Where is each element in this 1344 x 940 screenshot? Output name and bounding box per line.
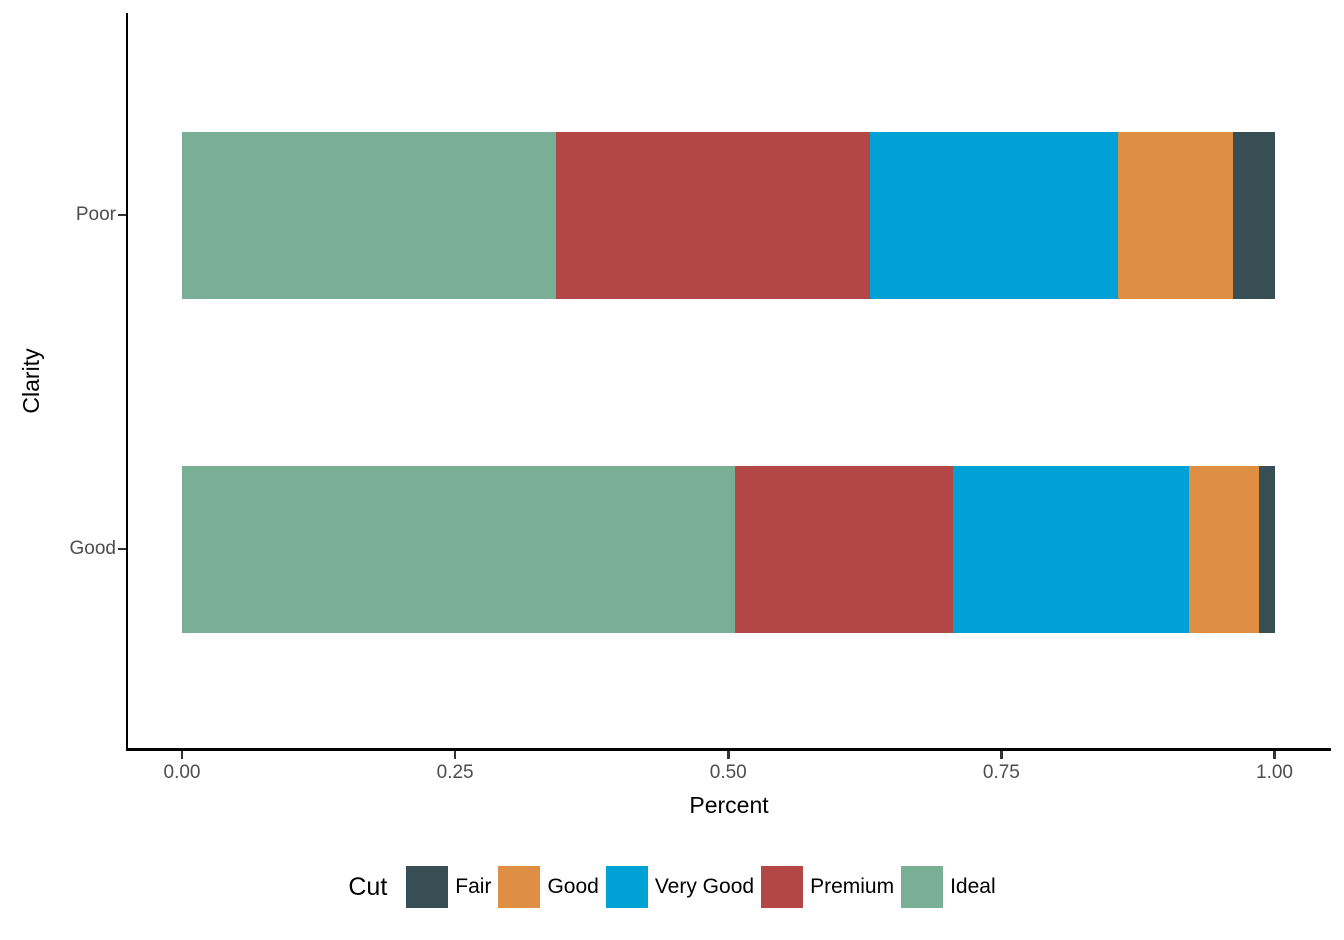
y-tick-label-poor: Poor <box>75 204 116 225</box>
legend-label: Fair <box>455 875 492 898</box>
legend-entry-very-good: Very Good <box>605 866 755 908</box>
bar-segment-poor-good <box>1118 131 1234 299</box>
legend-key-fair <box>406 866 449 908</box>
y-axis-title: Clarity <box>18 348 44 414</box>
x-tick-mark <box>180 750 184 759</box>
legend-label: Ideal <box>950 875 996 898</box>
y-axis-line <box>125 13 128 750</box>
legend-entry-good: Good <box>498 866 599 908</box>
legend-key-premium <box>761 866 804 908</box>
x-axis-title: Percent <box>689 792 769 818</box>
bar-segment-good-good <box>1189 465 1260 633</box>
y-tick-mark <box>118 213 126 217</box>
legend-label: Premium <box>810 875 895 898</box>
legend-key-ideal <box>901 866 944 908</box>
bar-segment-good-very-good <box>953 465 1190 633</box>
x-tick-mark <box>1273 750 1276 759</box>
x-tick-label: 0.00 <box>163 762 201 783</box>
bar-segment-poor-very-good <box>870 131 1119 299</box>
x-tick-mark <box>1000 750 1003 759</box>
bar-segment-good-premium <box>734 465 954 633</box>
legend-title: Cut <box>348 872 388 901</box>
legend-entry-fair: Fair <box>406 866 491 908</box>
y-tick-mark <box>118 547 126 551</box>
legend-entry-ideal: Ideal <box>901 866 996 908</box>
y-tick-label-good: Good <box>69 538 116 559</box>
x-tick-label: 1.00 <box>1256 762 1293 783</box>
x-tick-mark <box>727 750 730 759</box>
legend: Cut Fair Good Very Good Premium Ideal <box>0 861 1344 913</box>
bar-segment-poor-fair <box>1232 131 1276 299</box>
x-tick-mark <box>453 750 457 759</box>
x-tick-label: 0.25 <box>436 762 474 783</box>
bar-segment-good-ideal <box>182 465 736 633</box>
x-tick-label: 0.75 <box>982 762 1020 783</box>
x-axis-line <box>125 748 1331 751</box>
bar-segment-good-fair <box>1259 465 1276 633</box>
x-tick-label: 0.50 <box>709 762 747 783</box>
legend-label: Very Good <box>654 875 755 898</box>
bar-segment-poor-ideal <box>182 131 557 299</box>
legend-key-very-good <box>605 866 648 908</box>
legend-key-good <box>498 866 541 908</box>
bar-segment-poor-premium <box>555 131 871 299</box>
legend-label: Good <box>547 875 599 898</box>
legend-entry-premium: Premium <box>761 866 894 908</box>
